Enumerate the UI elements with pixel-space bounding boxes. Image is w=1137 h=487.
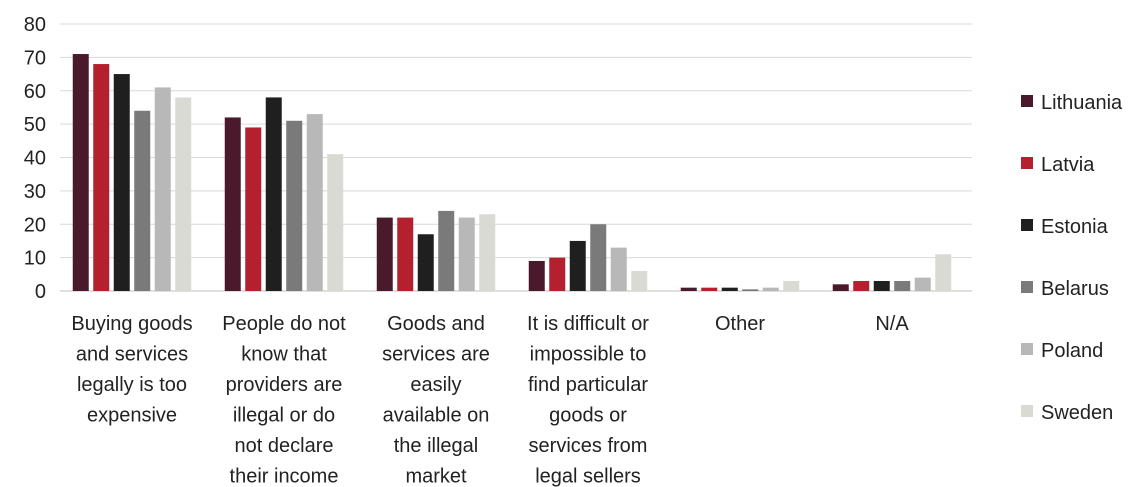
bar-lithuania — [528, 260, 545, 291]
bar-group — [376, 210, 496, 291]
x-category-label-line: expensive — [87, 405, 177, 427]
x-category-label: Goods and services are easily available on t… — [382, 313, 490, 487]
bar-belarus — [286, 120, 303, 291]
y-tick-label: 0 — [35, 281, 46, 303]
bar-latvia — [93, 64, 110, 291]
bar-belarus — [742, 289, 759, 291]
bar-group — [528, 224, 648, 291]
x-category-label-line: N/A — [875, 313, 909, 335]
bar-sweden — [479, 214, 496, 291]
bar-sweden — [935, 254, 952, 291]
x-category-label: People do not know that providers are illeg… — [222, 313, 346, 487]
x-category-label-line: Other — [715, 313, 765, 335]
bar-sweden — [175, 97, 192, 291]
bar-poland — [458, 217, 475, 291]
bar-poland — [610, 247, 627, 291]
bar-belarus — [590, 224, 607, 291]
legend-swatch-lithuania — [1021, 95, 1033, 107]
bar-group — [832, 254, 952, 291]
y-tick-label: 20 — [24, 214, 46, 236]
bar-belarus — [134, 110, 151, 292]
x-category-label: Other — [715, 313, 765, 335]
legend-swatch-poland — [1021, 343, 1033, 355]
bar-poland — [762, 287, 779, 291]
bar-poland — [914, 277, 931, 291]
bar-sweden — [327, 154, 344, 291]
bar-lithuania — [72, 54, 89, 291]
y-tick-label: 50 — [24, 114, 46, 136]
x-category-label-line: their income — [230, 466, 339, 487]
bar-group — [680, 280, 800, 291]
bar-poland — [154, 87, 171, 291]
legend-label-poland: Poland — [1041, 340, 1103, 362]
x-category-label: It is difficult or impossible to find part… — [527, 313, 649, 487]
x-category-label-line: available on — [383, 405, 490, 427]
bar-lithuania — [832, 284, 849, 291]
bar-lithuania — [224, 117, 241, 291]
x-category-label-line: services are — [382, 344, 490, 366]
legend-swatch-latvia — [1021, 157, 1033, 169]
legend-label-sweden: Sweden — [1041, 402, 1113, 424]
x-category-label-line: It is difficult or — [527, 313, 649, 335]
legend-label-estonia: Estonia — [1041, 216, 1109, 238]
bar-belarus — [894, 280, 911, 291]
legend-label-belarus: Belarus — [1041, 278, 1109, 300]
legend-label-lithuania: Lithuania — [1041, 92, 1123, 114]
y-tick-label: 80 — [24, 14, 46, 36]
legend-swatch-belarus — [1021, 281, 1033, 293]
x-category-label-line: providers are — [226, 374, 343, 396]
bar-latvia — [245, 127, 262, 292]
x-category-label-line: Goods and — [387, 313, 485, 335]
bar-estonia — [113, 74, 130, 291]
x-category-label-line: legally is too — [77, 374, 187, 396]
x-category-label-line: not declare — [235, 435, 334, 457]
bar-latvia — [549, 257, 566, 291]
x-category-label-line: the illegal — [394, 435, 479, 457]
bar-estonia — [873, 280, 890, 291]
legend-label-latvia: Latvia — [1041, 154, 1095, 176]
bar-latvia — [397, 217, 414, 291]
x-category-label-line: find particular — [528, 374, 648, 396]
x-category-label-line: People do not — [222, 313, 346, 335]
y-tick-label: 60 — [24, 81, 46, 103]
x-category-label-line: impossible to — [530, 344, 647, 366]
x-category-label: N/A — [875, 313, 909, 335]
y-tick-label: 10 — [24, 248, 46, 270]
bar-lithuania — [680, 287, 697, 291]
x-category-label-line: services from — [529, 435, 648, 457]
x-category-label-line: and services — [76, 344, 188, 366]
bar-latvia — [701, 287, 718, 291]
bar-poland — [306, 114, 323, 291]
bar-estonia — [721, 287, 738, 291]
x-category-label-line: Buying goods — [71, 313, 192, 335]
x-category-label-line: illegal or do — [233, 405, 335, 427]
y-tick-label: 70 — [24, 47, 46, 69]
x-category-label-line: goods or — [549, 405, 627, 427]
legend-swatch-sweden — [1021, 405, 1033, 417]
legend-swatch-estonia — [1021, 219, 1033, 231]
bar-sweden — [631, 270, 648, 291]
y-tick-label: 30 — [24, 181, 46, 203]
x-category-label-line: market — [405, 466, 467, 487]
y-tick-label: 40 — [24, 148, 46, 170]
bar-group — [224, 97, 344, 292]
x-category-label: Buying goods and services legally is too ex… — [71, 313, 192, 427]
bar-estonia — [569, 240, 586, 291]
bar-latvia — [853, 280, 870, 291]
x-category-label-line: legal sellers — [535, 466, 641, 487]
bar-estonia — [417, 234, 434, 291]
x-category-label-line: know that — [241, 344, 327, 366]
bar-belarus — [438, 210, 455, 291]
bar-sweden — [783, 280, 800, 291]
x-category-label-line: easily — [410, 374, 461, 396]
bar-estonia — [265, 97, 282, 291]
bar-lithuania — [376, 217, 393, 291]
bar-group — [72, 54, 192, 292]
